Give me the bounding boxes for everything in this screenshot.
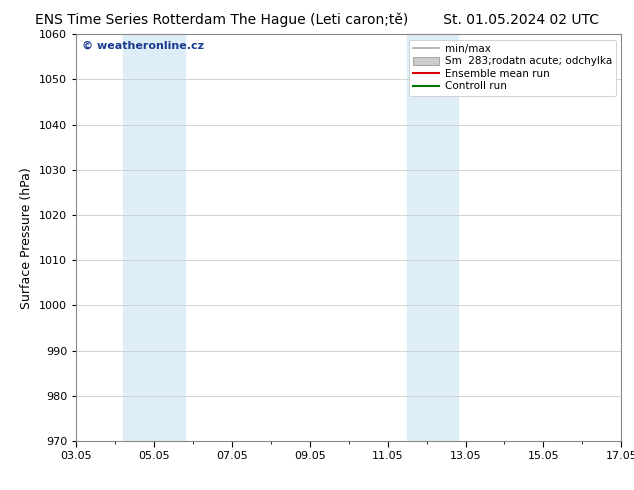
Y-axis label: Surface Pressure (hPa): Surface Pressure (hPa): [20, 167, 34, 309]
Text: ENS Time Series Rotterdam The Hague (Leti caron;tě)        St. 01.05.2024 02 UTC: ENS Time Series Rotterdam The Hague (Let…: [35, 12, 599, 27]
Bar: [407, 34, 458, 441]
Bar: [123, 34, 185, 441]
Text: © weatheronline.cz: © weatheronline.cz: [82, 40, 204, 50]
Legend: min/max, Sm  283;rodatn acute; odchylka, Ensemble mean run, Controll run: min/max, Sm 283;rodatn acute; odchylka, …: [410, 40, 616, 96]
